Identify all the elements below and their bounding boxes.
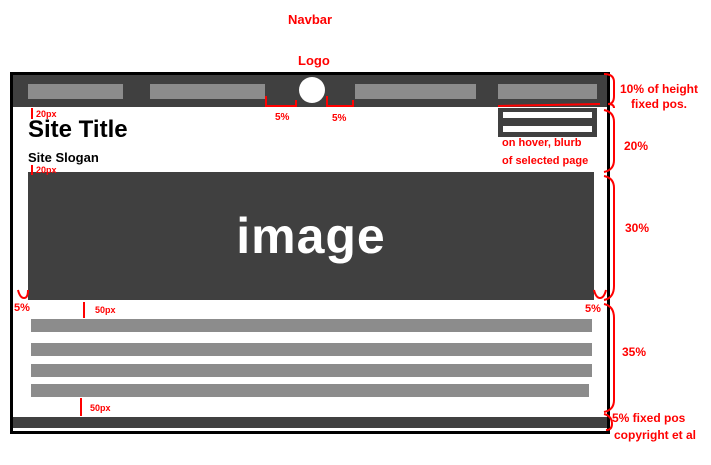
- nav-item-4[interactable]: [498, 84, 597, 99]
- content-line-1: [31, 319, 592, 332]
- slogan-margin-label: 20px: [36, 165, 57, 175]
- image-bracket: [603, 175, 615, 301]
- image-left-margin-bracket: [17, 289, 29, 300]
- image-right-margin-bracket: [593, 289, 607, 300]
- logo-icon[interactable]: [299, 77, 325, 103]
- content-line-2: [31, 343, 592, 356]
- header-percent-label: 20%: [624, 139, 649, 153]
- hover-blurb-label-1: on hover, blurb: [502, 137, 582, 149]
- nav-item-3[interactable]: [355, 84, 476, 99]
- footer-bracket: [603, 413, 614, 431]
- title-margin-label: 20px: [36, 109, 57, 119]
- navbar-underline: [497, 103, 601, 107]
- header-bracket: [603, 109, 615, 173]
- blurb-line-2: [503, 126, 592, 132]
- content-line-4: [31, 384, 589, 397]
- content-percent-label: 35%: [622, 345, 647, 359]
- footer-percent-label: 5% fixed pos: [612, 411, 686, 425]
- nav-item-2[interactable]: [150, 84, 265, 99]
- content-bottom-margin-label: 50px: [90, 403, 111, 413]
- logo-label: Logo: [298, 53, 330, 68]
- blurb-line-1: [503, 112, 592, 118]
- image-right-margin-label: 5%: [585, 303, 601, 315]
- logo-gap-left-label: 5%: [275, 112, 290, 123]
- hover-blurb-box[interactable]: [498, 108, 597, 137]
- hero-image: image: [28, 172, 594, 300]
- footer-desc-label: copyright et al: [614, 428, 697, 442]
- nav-item-1[interactable]: [28, 84, 123, 99]
- site-slogan: Site Slogan: [28, 150, 99, 165]
- footer-bar: [13, 417, 607, 428]
- nav-fixed-label: fixed pos.: [631, 97, 688, 111]
- site-title: Site Title: [28, 116, 128, 143]
- navbar-label: Navbar: [288, 12, 333, 27]
- content-top-margin-label: 50px: [95, 305, 116, 315]
- nav-height-label: 10% of height: [620, 82, 699, 96]
- content-bracket: [603, 303, 615, 413]
- logo-gap-bracket-right: [326, 96, 354, 107]
- logo-gap-right-label: 5%: [332, 113, 347, 124]
- hover-blurb-label-2: of selected page: [502, 155, 589, 167]
- image-left-margin-label: 5%: [14, 302, 30, 314]
- content-line-3: [31, 364, 592, 377]
- image-label: image: [236, 208, 386, 264]
- image-percent-label: 30%: [625, 221, 650, 235]
- navbar-height-bracket: [603, 73, 615, 109]
- logo-gap-bracket-left: [265, 96, 297, 107]
